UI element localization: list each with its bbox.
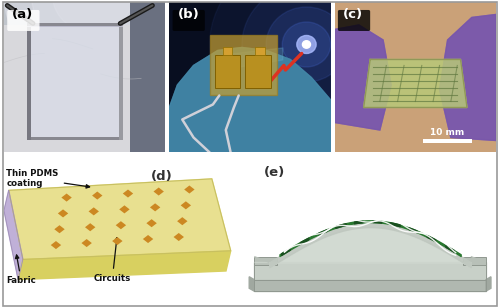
Polygon shape — [92, 192, 102, 200]
Text: (a): (a) — [12, 8, 34, 22]
Circle shape — [210, 0, 404, 135]
Circle shape — [302, 41, 310, 48]
Text: (e): (e) — [264, 166, 285, 179]
FancyBboxPatch shape — [172, 10, 205, 31]
Polygon shape — [119, 205, 130, 213]
Polygon shape — [154, 188, 164, 196]
Bar — [26, 26, 124, 27]
Bar — [214, 55, 240, 88]
Bar — [254, 257, 277, 265]
Text: (c): (c) — [342, 8, 363, 22]
Bar — [26, 23, 30, 140]
Polygon shape — [254, 280, 486, 291]
Bar — [120, 23, 124, 140]
Polygon shape — [85, 223, 96, 231]
Bar — [464, 257, 486, 265]
Polygon shape — [88, 207, 99, 215]
Circle shape — [242, 0, 371, 104]
Polygon shape — [170, 47, 330, 152]
Polygon shape — [486, 277, 491, 291]
Polygon shape — [51, 241, 61, 249]
Polygon shape — [364, 59, 467, 107]
Bar — [255, 47, 264, 55]
Polygon shape — [334, 25, 391, 130]
Circle shape — [266, 7, 347, 82]
Polygon shape — [116, 221, 126, 229]
Text: 10 mm: 10 mm — [430, 128, 464, 137]
Circle shape — [282, 22, 331, 67]
Circle shape — [52, 0, 133, 32]
Bar — [26, 137, 124, 140]
Polygon shape — [471, 257, 486, 262]
Text: Fabric: Fabric — [6, 255, 36, 286]
Polygon shape — [62, 193, 72, 202]
Polygon shape — [58, 209, 68, 217]
FancyBboxPatch shape — [338, 10, 370, 31]
Bar — [245, 55, 271, 88]
Bar — [26, 23, 124, 140]
Polygon shape — [130, 2, 166, 152]
Polygon shape — [177, 217, 188, 225]
Polygon shape — [174, 233, 184, 241]
Polygon shape — [123, 189, 133, 197]
Polygon shape — [143, 235, 154, 243]
Bar — [26, 23, 124, 27]
Polygon shape — [184, 185, 194, 193]
Polygon shape — [254, 257, 270, 262]
Circle shape — [32, 0, 154, 52]
Polygon shape — [8, 179, 230, 259]
Text: Circuits: Circuits — [94, 238, 131, 283]
Polygon shape — [249, 277, 254, 291]
Polygon shape — [150, 203, 160, 211]
FancyBboxPatch shape — [7, 10, 40, 31]
Circle shape — [297, 35, 316, 54]
Text: (d): (d) — [150, 170, 172, 183]
Bar — [4, 25, 166, 152]
Bar — [222, 47, 232, 55]
Polygon shape — [440, 14, 496, 140]
Polygon shape — [112, 237, 122, 245]
Polygon shape — [4, 190, 23, 280]
Polygon shape — [440, 14, 496, 140]
Polygon shape — [170, 47, 330, 152]
Polygon shape — [254, 262, 486, 280]
Circle shape — [4, 0, 182, 78]
Polygon shape — [334, 25, 391, 130]
Polygon shape — [180, 201, 191, 209]
Polygon shape — [146, 219, 157, 227]
Bar — [424, 139, 472, 144]
Text: Thin PDMS
coating: Thin PDMS coating — [6, 169, 89, 188]
Text: (b): (b) — [178, 8, 199, 22]
Bar — [210, 35, 278, 95]
Polygon shape — [18, 251, 231, 280]
Polygon shape — [54, 225, 64, 233]
Polygon shape — [82, 239, 92, 247]
